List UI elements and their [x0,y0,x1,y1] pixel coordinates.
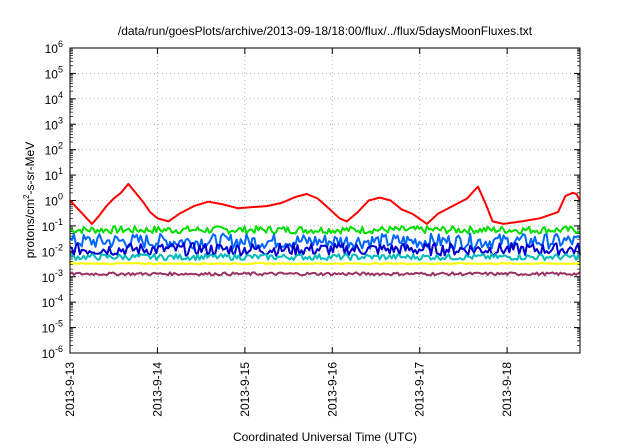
y-tick-base: 10 [42,322,56,336]
x-tick-labels: 2013-9-13 2013-9-14 2013-9-15 2013-9-16 2013… [63,362,514,417]
y-tick-base: 10 [45,144,59,158]
y-tick-exp: 6 [58,39,63,49]
x-tick-label: 2013-9-17 [413,362,427,417]
x-tick-label: 2013-9-15 [238,362,252,417]
x-axis-label: Coordinated Universal Time (UTC) [233,430,417,444]
y-tick-label: 10-2 [42,242,63,259]
chart-title: /data/run/goesPlots/archive/2013-09-18/1… [118,24,533,38]
y-tick-label: 103 [45,115,63,132]
x-tick-label: 2013-9-16 [325,362,339,417]
y-tick-base: 10 [45,67,59,81]
y-tick-label: 104 [45,90,63,107]
y-tick-label: 10-3 [42,268,63,285]
y-tick-label: 100 [45,192,63,209]
y-tick-exp: -5 [55,319,63,329]
y-tick-label: 101 [45,166,63,183]
plot-frame [69,47,581,354]
y-tick-exp: -4 [55,293,63,303]
y-tick-label: 10-6 [42,344,63,361]
y-tick-base: 10 [42,296,56,310]
y-tick-label: 10-1 [42,217,63,234]
y-tick-base: 10 [42,245,56,259]
y-tick-base: 10 [45,118,59,132]
series-line-6 [69,261,581,266]
y-tick-base: 10 [42,347,56,361]
y-tick-base: 10 [45,195,59,209]
y-tick-exp: 5 [58,64,63,74]
y-tick-exp: -1 [55,217,63,227]
x-tick-label: 2013-9-18 [500,362,514,417]
y-tick-exp: 2 [58,141,63,151]
series-line-7 [69,271,581,277]
y-tick-labels: 10-610-510-410-310-210-11001011021031041… [42,39,63,361]
y-tick-exp: 0 [58,192,63,202]
series-line-3 [69,232,581,250]
y-tick-label: 10-5 [42,319,63,336]
y-axis-label-post: -s-sr-MeV [23,142,37,195]
y-tick-label: 106 [45,39,63,56]
y-tick-exp: -6 [55,344,63,354]
y-axis-label-sup: 2 [22,194,31,199]
series-line-2 [69,225,581,235]
x-tick-label: 2013-9-13 [63,362,77,417]
y-tick-base: 10 [42,220,56,234]
y-tick-label: 105 [45,64,63,81]
y-axis-label-pre: protons/cm [23,199,37,258]
y-tick-exp: 4 [58,90,63,100]
data-series [69,182,581,277]
y-tick-base: 10 [45,93,59,107]
y-tick-base: 10 [42,271,56,285]
y-tick-base: 10 [45,169,59,183]
y-tick-exp: -3 [55,268,63,278]
y-tick-label: 102 [45,141,63,158]
y-tick-label: 10-4 [42,293,63,310]
series-line-5 [69,253,581,261]
x-tick-label: 2013-9-14 [150,362,164,417]
y-tick-exp: -2 [55,242,63,252]
series-line-4 [69,242,581,257]
y-tick-exp: 1 [58,166,63,176]
y-axis-label: protons/cm2-s-sr-MeV [22,142,37,258]
series-line-1 [69,182,581,225]
grid-lines [70,48,580,353]
y-tick-exp: 3 [58,115,63,125]
y-tick-base: 10 [45,42,59,56]
